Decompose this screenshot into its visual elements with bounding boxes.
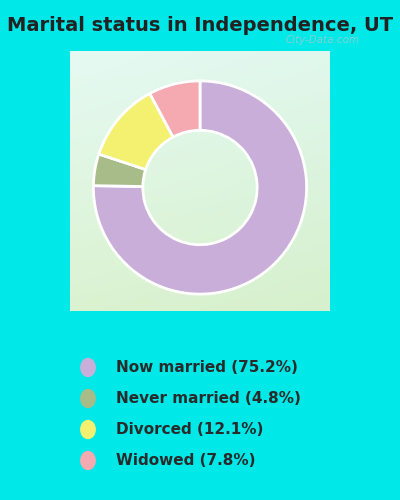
Wedge shape — [94, 154, 146, 186]
Text: Marital status in Independence, UT: Marital status in Independence, UT — [7, 16, 393, 35]
Wedge shape — [150, 81, 200, 137]
Wedge shape — [93, 81, 306, 294]
Text: Now married (75.2%): Now married (75.2%) — [116, 360, 298, 375]
Text: Widowed (7.8%): Widowed (7.8%) — [116, 453, 256, 468]
Text: City-Data.com: City-Data.com — [285, 35, 359, 45]
Text: Divorced (12.1%): Divorced (12.1%) — [116, 422, 263, 437]
Wedge shape — [99, 94, 173, 170]
Text: Never married (4.8%): Never married (4.8%) — [116, 391, 301, 406]
